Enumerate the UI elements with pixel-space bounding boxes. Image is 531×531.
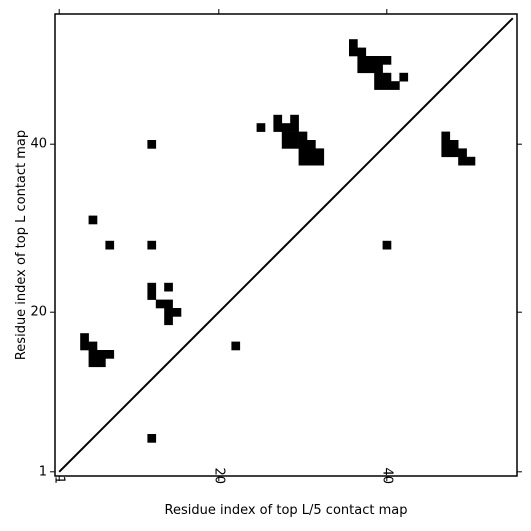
contact-cell: [88, 215, 98, 225]
contact-cell: [315, 156, 325, 166]
contact-cell: [147, 291, 157, 300]
contact-cell: [365, 64, 375, 74]
contact-cell: [88, 350, 98, 359]
contact-cell: [315, 148, 325, 158]
contact-cells: [80, 39, 476, 443]
contact-cell: [273, 114, 283, 124]
contact-cell: [441, 140, 451, 149]
contact-cell: [88, 358, 98, 368]
y-tick-label: 1: [39, 464, 47, 479]
axis-tick-labels: 1 20 40 1 20 40: [30, 137, 394, 484]
contact-cell: [97, 350, 106, 359]
contact-cell: [290, 114, 299, 124]
contact-cell: [374, 72, 383, 82]
contact-cell: [273, 123, 283, 132]
contact-cell: [147, 240, 157, 250]
contact-cell: [357, 64, 367, 74]
contact-cell: [281, 123, 291, 132]
contact-cell: [147, 282, 157, 292]
contact-cell: [449, 140, 459, 149]
contact-cell: [349, 39, 358, 48]
contact-cell: [458, 156, 467, 166]
contact-cell: [382, 81, 392, 90]
contact-cell: [147, 434, 157, 443]
contact-cell: [172, 308, 182, 317]
contact-cell: [164, 308, 173, 317]
contact-cell: [374, 56, 383, 65]
contact-cell: [298, 140, 308, 149]
contact-cell: [349, 47, 358, 57]
contact-cell: [298, 156, 308, 166]
y-tick-label: 20: [30, 305, 47, 320]
contact-cell: [105, 350, 115, 359]
contact-cell: [231, 341, 241, 351]
contact-cell: [105, 240, 115, 250]
contact-cell: [298, 148, 308, 158]
contact-cell: [88, 341, 98, 351]
x-tick-label: 40: [379, 467, 394, 484]
axis-ticks: [50, 9, 522, 481]
y-axis-label: Residue index of top L contact map: [14, 130, 29, 360]
contact-cell: [374, 64, 383, 74]
contact-cell: [307, 148, 316, 158]
x-axis-label: Residue index of top L/5 contact map: [165, 503, 408, 518]
contact-cell: [290, 123, 299, 132]
contact-cell: [357, 47, 367, 57]
contact-cell: [357, 56, 367, 65]
contact-cell: [382, 240, 392, 250]
contact-cell: [80, 333, 89, 342]
y-tick-label: 40: [30, 137, 47, 152]
plot-frame: [54, 13, 518, 477]
x-tick-label: 20: [211, 467, 226, 484]
contact-cell: [256, 123, 266, 132]
contact-cell: [466, 156, 476, 166]
contact-cell: [458, 148, 467, 158]
contact-cell: [97, 358, 106, 368]
contact-cell: [382, 72, 392, 82]
contact-cell: [164, 316, 173, 326]
contact-cell: [290, 140, 299, 149]
diagonal-line: [58, 17, 514, 473]
contact-cell: [449, 148, 459, 158]
contact-cell: [155, 299, 165, 309]
contact-cell: [382, 56, 392, 65]
contact-cell: [365, 56, 375, 65]
contact-cell: [147, 140, 157, 149]
contact-cell: [164, 299, 173, 309]
contact-cell: [281, 131, 291, 141]
contact-cell: [298, 131, 308, 141]
contact-cell: [307, 140, 316, 149]
contact-cell: [399, 72, 409, 82]
contact-cell: [391, 81, 400, 90]
x-tick-label: 1: [52, 476, 67, 484]
contact-cell: [281, 140, 291, 149]
contact-cell: [307, 156, 316, 166]
contact-cell: [374, 81, 383, 90]
contact-cell: [290, 131, 299, 141]
contact-cell: [80, 341, 89, 351]
contact-cell: [164, 282, 173, 292]
contact-cell: [441, 131, 451, 141]
contact-cell: [441, 148, 451, 158]
